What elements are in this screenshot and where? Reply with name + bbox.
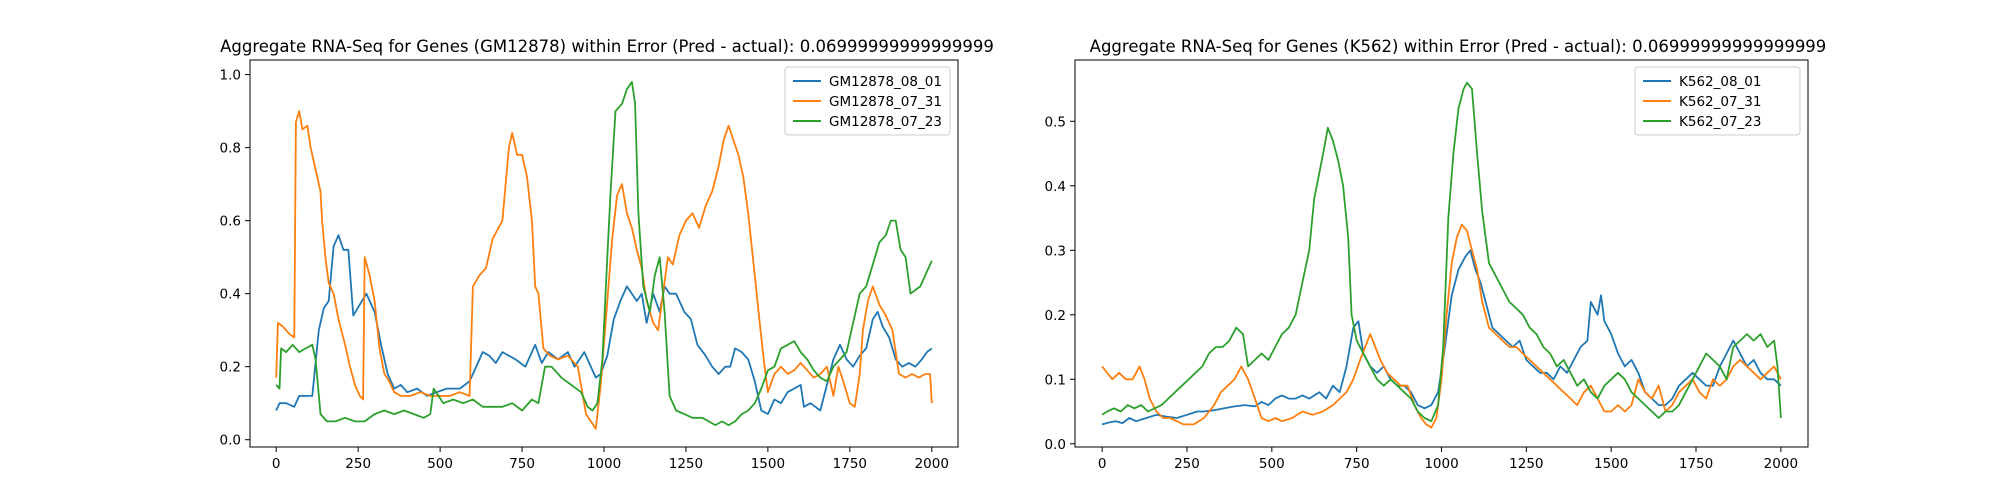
chart-k562: Aggregate RNA-Seq for Genes (K562) withi…: [1045, 37, 1827, 472]
x-tick-label: 1250: [669, 456, 703, 472]
x-tick-label: 1000: [1424, 456, 1458, 472]
x-tick-label: 1750: [1679, 456, 1713, 472]
y-tick-label: 1.0: [220, 68, 241, 84]
x-tick-label: 1250: [1509, 456, 1543, 472]
x-tick-label: 250: [1174, 456, 1200, 472]
x-tick-label: 250: [345, 456, 371, 472]
y-tick-label: 0.0: [220, 433, 241, 449]
y-tick-label: 0.6: [220, 214, 241, 230]
x-tick-label: 1000: [587, 456, 621, 472]
chart-title: Aggregate RNA-Seq for Genes (K562) withi…: [1090, 37, 1827, 56]
x-tick-label: 500: [1259, 456, 1285, 472]
legend-label: K562_08_01: [1679, 74, 1761, 90]
legend-label: GM12878_07_23: [829, 114, 942, 130]
y-tick-label: 0.4: [220, 287, 241, 303]
plot-area: 0 250 500 750 1000 1250 1500 1750 2000 0.0 0.2 0.4 0…: [220, 59, 959, 472]
series-lines: [275, 81, 933, 430]
x-tick-label: 500: [427, 456, 453, 472]
y-tick-label: 0.4: [1045, 179, 1066, 195]
y-tick-label: 0.2: [1045, 308, 1066, 324]
y-tick-label: 0.3: [1045, 243, 1066, 259]
y-tick-label: 0.5: [1045, 114, 1066, 130]
y-tick-label: 0.0: [1045, 437, 1066, 453]
y-tick-label: 0.2: [220, 360, 241, 376]
x-tick-label: 0: [1098, 456, 1107, 472]
series-line-1: [275, 110, 933, 430]
legend-label: GM12878_07_31: [829, 94, 942, 110]
legend: GM12878_08_01 GM12878_07_31 GM12878_07_23: [784, 66, 951, 136]
series-line-0: [1101, 249, 1782, 426]
x-tick-label: 1500: [1594, 456, 1628, 472]
x-tick-label: 750: [509, 456, 535, 472]
x-tick-label: 2000: [1764, 456, 1798, 472]
legend-label: K562_07_23: [1679, 114, 1761, 130]
y-tick-label: 0.8: [220, 141, 241, 157]
legend-label: GM12878_08_01: [829, 74, 942, 90]
plot-area: 0 250 500 750 1000 1250 1500 1750 2000 0.0 0.1 0.2 0…: [1045, 59, 1809, 472]
x-tick-label: 1500: [751, 456, 785, 472]
series-lines: [1101, 81, 1782, 429]
legend-label: K562_07_31: [1679, 94, 1761, 110]
legend-box: [1634, 66, 1801, 136]
x-tick-label: 750: [1344, 456, 1370, 472]
x-tick-label: 2000: [915, 456, 949, 472]
x-tick-label: 1750: [833, 456, 867, 472]
legend-box: [784, 66, 951, 136]
legend: K562_08_01 K562_07_31 K562_07_23: [1634, 66, 1801, 136]
chart-gm12878: Aggregate RNA-Seq for Genes (GM12878) wi…: [220, 37, 994, 472]
series-line-2: [275, 81, 933, 426]
x-tick-label: 0: [272, 456, 281, 472]
series-line-1: [1101, 223, 1782, 429]
y-tick-label: 0.1: [1045, 372, 1066, 388]
series-line-2: [1101, 81, 1782, 423]
chart-title: Aggregate RNA-Seq for Genes (GM12878) wi…: [220, 37, 994, 56]
